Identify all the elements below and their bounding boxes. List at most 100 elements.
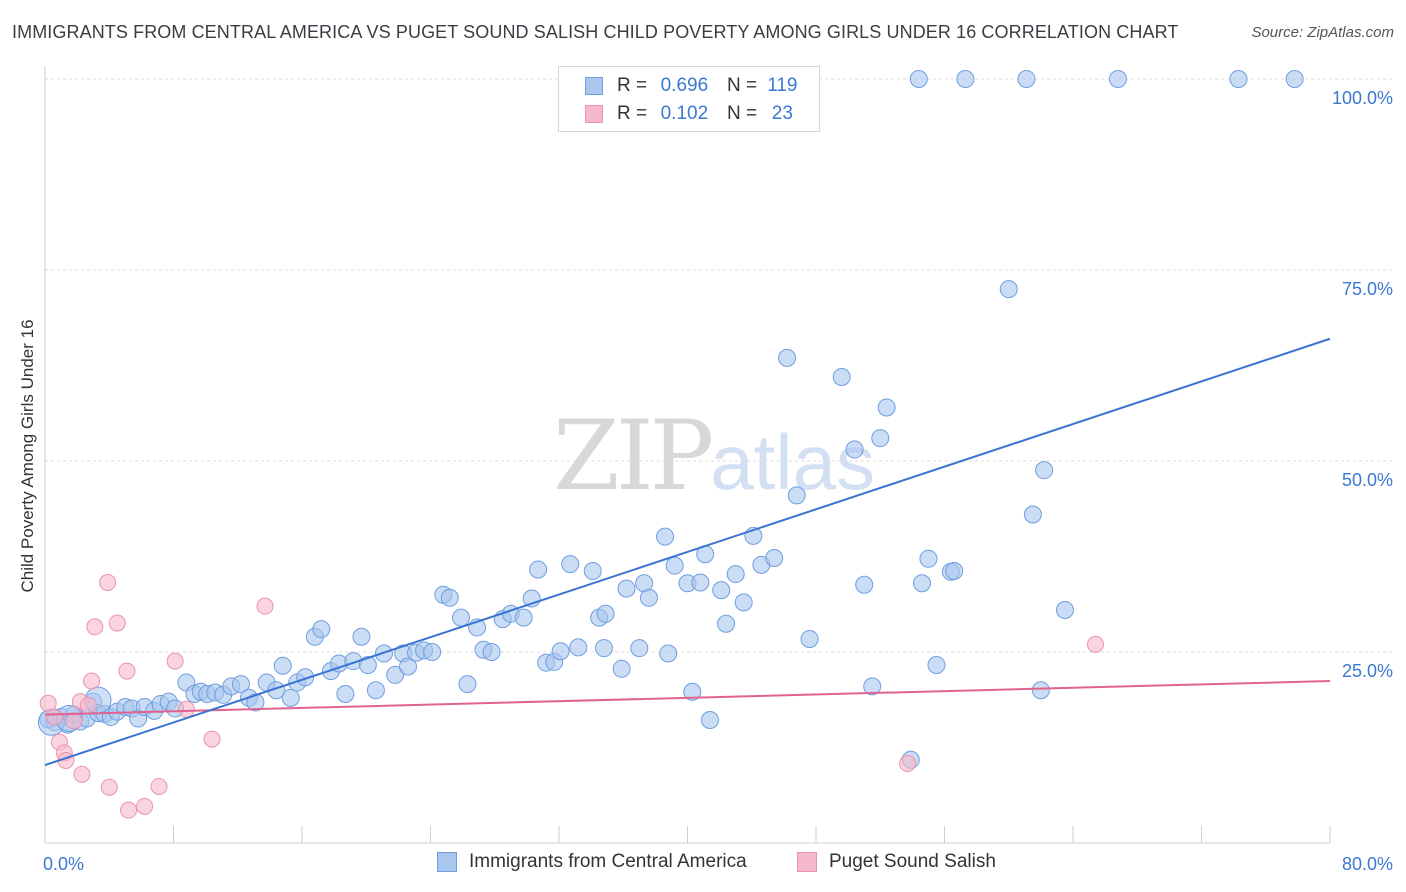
data-point-central-america (594, 639, 613, 658)
trend-lines (44, 337, 1331, 767)
data-point-central-america (452, 608, 471, 627)
data-point-puget-sound-salish (65, 712, 83, 730)
data-point-central-america (423, 643, 442, 661)
data-point-central-america (281, 688, 300, 707)
series-puget-sound-salish-points (39, 573, 1104, 819)
data-point-central-america (700, 710, 719, 729)
data-point-central-america (778, 348, 797, 367)
bottom-legend-central-america: Immigrants from Central America (437, 851, 747, 873)
data-point-central-america (832, 367, 851, 386)
data-point-puget-sound-salish (86, 618, 104, 636)
legend-r-value: 0.102 (660, 103, 709, 124)
data-point-puget-sound-salish (46, 708, 64, 726)
data-point-puget-sound-salish (166, 652, 184, 670)
source-label: Source: ZipAtlas.com (1251, 24, 1394, 41)
data-point-central-america (296, 668, 315, 687)
data-point-central-america (1108, 70, 1127, 88)
data-point-central-america (999, 280, 1018, 299)
data-point-central-america (569, 638, 588, 657)
data-point-central-america (945, 562, 964, 581)
data-point-puget-sound-salish (83, 672, 101, 690)
watermark: ZIPatlas (553, 400, 875, 512)
data-point-central-america (800, 630, 819, 649)
legend-n-value: 23 (771, 103, 793, 124)
bottom-legend-puget-sound-salish: Puget Sound Salish (797, 851, 996, 873)
data-point-puget-sound-salish (136, 797, 154, 815)
data-point-puget-sound-salish (79, 696, 97, 714)
data-point-central-america (529, 560, 548, 579)
data-point-central-america (639, 588, 658, 607)
data-point-central-america (656, 527, 675, 546)
data-point-central-america (246, 693, 265, 712)
data-point-central-america (551, 642, 570, 661)
data-point-puget-sound-salish (39, 694, 57, 712)
legend-n-label: N = (726, 75, 758, 96)
data-point-central-america (927, 655, 946, 674)
data-point-puget-sound-salish (99, 573, 117, 591)
data-point-puget-sound-salish (150, 777, 168, 795)
axes (44, 66, 1331, 844)
data-point-central-america (1031, 681, 1050, 700)
correlation-legend: R = 0.696 N = 119 R = 0.102 N = 23 (558, 66, 820, 132)
data-point-central-america (366, 681, 385, 700)
data-point-puget-sound-salish (108, 614, 126, 632)
data-point-puget-sound-salish (256, 597, 274, 615)
bottom-legend-label: Puget Sound Salish (829, 851, 996, 872)
y-tick-label: 25.0% (1342, 661, 1393, 681)
data-point-central-america (1023, 505, 1042, 524)
data-point-central-america (399, 657, 418, 676)
legend-r-label: R = (617, 103, 648, 124)
legend-r-label: R = (617, 75, 648, 96)
data-point-central-america (630, 639, 649, 658)
data-point-central-america (712, 581, 731, 600)
tick-labels: 25.0% 50.0% 75.0% 100.0% 0.0% 80.0% (43, 88, 1393, 874)
legend-row-puget-sound-salish: R = 0.102 N = 23 (585, 103, 802, 125)
legend-swatch-blue (585, 77, 603, 95)
y-tick-label: 100.0% (1332, 88, 1393, 108)
data-point-puget-sound-salish (203, 730, 221, 748)
legend-n-label: N = (726, 103, 758, 124)
data-point-central-america (1055, 600, 1074, 619)
x-tick-label: 0.0% (43, 854, 84, 874)
data-point-central-america (583, 562, 602, 581)
data-point-puget-sound-salish (100, 778, 118, 796)
data-point-central-america (440, 588, 459, 607)
trend-line-central-america (44, 337, 1331, 767)
grid-lines (45, 78, 1392, 653)
data-point-central-america (717, 614, 736, 633)
data-point-central-america (273, 656, 292, 675)
bottom-legend-swatch-pink (797, 852, 817, 872)
data-point-central-america (561, 555, 580, 574)
data-point-central-america (787, 486, 806, 505)
data-point-central-america (845, 440, 864, 459)
data-point-central-america (1229, 70, 1248, 88)
watermark-zip: ZIP (553, 400, 714, 512)
data-point-puget-sound-salish (1086, 635, 1104, 653)
data-point-central-america (352, 627, 371, 646)
data-point-central-america (458, 675, 477, 694)
data-point-central-america (482, 643, 501, 661)
data-point-central-america (855, 575, 874, 594)
y-tick-label: 50.0% (1342, 470, 1393, 490)
trend-line-puget-sound-salish (44, 680, 1331, 716)
data-point-central-america (913, 574, 932, 593)
data-point-central-america (863, 677, 882, 696)
legend-swatch-pink (585, 105, 603, 123)
x-tick-label: 80.0% (1342, 854, 1393, 874)
data-point-central-america (659, 644, 678, 663)
data-point-central-america (877, 398, 896, 417)
data-point-central-america (336, 685, 355, 704)
bottom-legend-swatch-blue (437, 852, 457, 872)
series-central-america-points (37, 70, 1304, 769)
data-point-central-america (617, 579, 636, 598)
data-point-central-america (765, 549, 784, 568)
data-point-central-america (1035, 461, 1054, 480)
chart-title: IMMIGRANTS FROM CENTRAL AMERICA VS PUGET… (12, 22, 1179, 42)
data-point-central-america (1017, 70, 1036, 88)
data-point-puget-sound-salish (118, 662, 136, 680)
data-point-central-america (909, 70, 928, 88)
data-point-central-america (358, 655, 377, 674)
data-point-central-america (919, 549, 938, 568)
data-point-puget-sound-salish (899, 755, 917, 773)
